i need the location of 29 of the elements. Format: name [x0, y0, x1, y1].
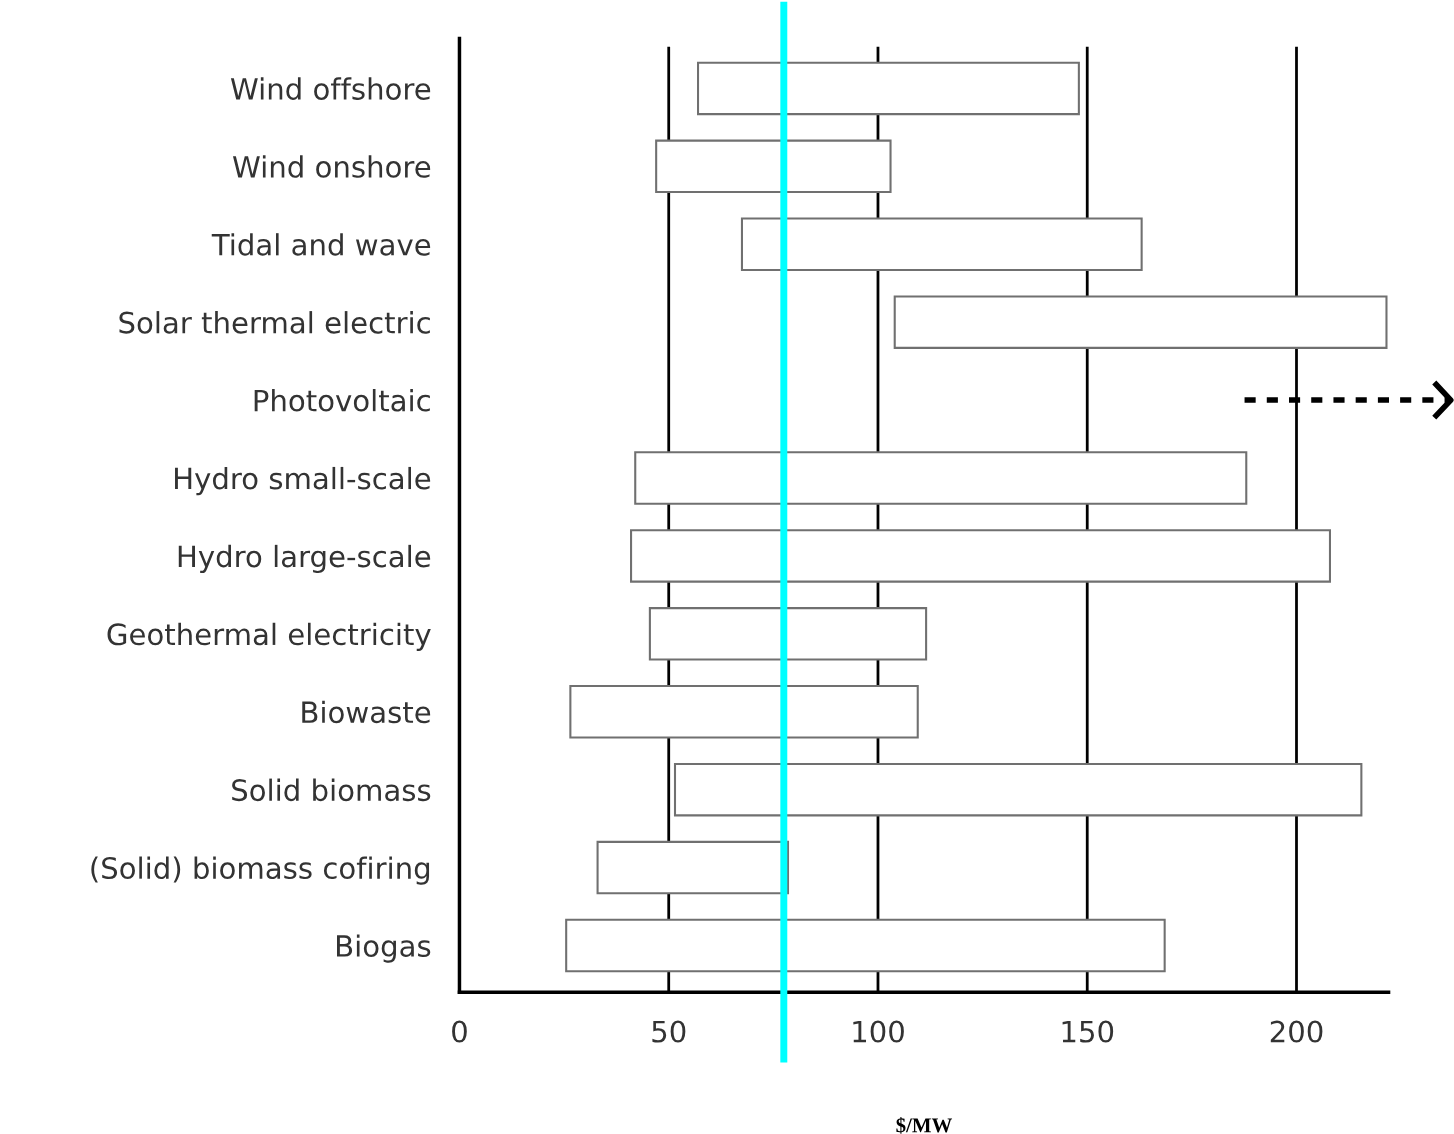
y-tick-label: Biogas — [337, 934, 431, 963]
bar — [634, 451, 1248, 505]
bar — [648, 607, 928, 661]
x-tick-label: 50 — [652, 1020, 686, 1043]
bar — [893, 295, 1388, 349]
y-tick-label: Photovoltaic — [254, 389, 430, 412]
y-tick-label: Geothermal electricity — [107, 622, 431, 651]
bar — [696, 61, 1080, 116]
x-tick-label: 150 — [1062, 1020, 1114, 1043]
y-tick-label: (Solid) biomass cofiring — [91, 856, 430, 885]
y-tick-label: Wind offshore — [230, 77, 431, 100]
y-tick-label: Biowaste — [302, 700, 431, 724]
x-tick-label: 100 — [853, 1020, 904, 1043]
bar — [565, 918, 1166, 973]
y-tick-label: Wind onshore — [232, 155, 431, 178]
bar — [673, 762, 1363, 817]
y-tick-label: Solar thermal electric — [119, 311, 430, 334]
bar — [569, 685, 919, 739]
bar — [655, 139, 892, 194]
x-tick-label: 200 — [1270, 1020, 1323, 1043]
y-tick-label: Tidal and wave — [211, 233, 431, 256]
bar — [596, 840, 790, 895]
y-tick-label: Hydro small-scale — [175, 466, 431, 496]
y-tick-label: Solid biomass — [232, 778, 431, 802]
bar — [630, 529, 1332, 583]
x-tick-label: 0 — [452, 1020, 467, 1043]
bar — [740, 217, 1143, 272]
y-tick-label: Hydro large-scale — [178, 544, 431, 574]
x-axis-title: $/MW — [896, 1117, 953, 1134]
